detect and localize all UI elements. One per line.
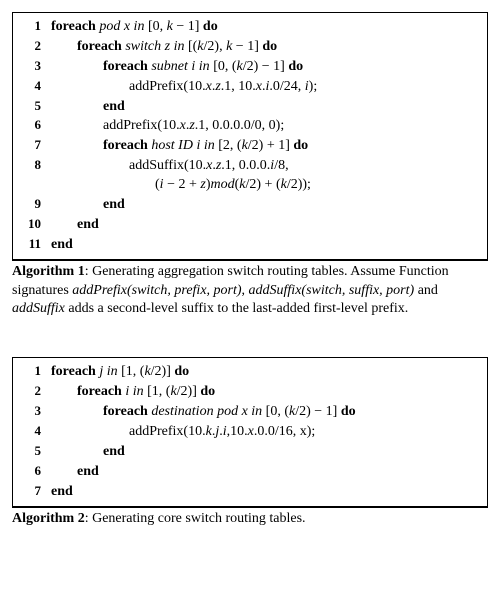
code-text: foreach subnet i in [0, (k/2) − 1] do (51, 58, 481, 77)
algorithm-1-caption-label: Algorithm 1 (12, 264, 85, 279)
algorithm-1-caption: Algorithm 1: Generating aggregation swit… (12, 260, 488, 320)
code-text: addPrefix(10.x.z.1, 0.0.0.0/0, 0); (51, 117, 481, 136)
line-number: 6 (19, 462, 51, 480)
code-text: foreach i in [1, (k/2)] do (51, 383, 481, 402)
algorithm-1-line: 7foreach host ID i in [2, (k/2) + 1] do (19, 136, 481, 156)
algorithm-2-line: 4addPrefix(10.k.j.i,10.x.0.0/16, x); (19, 422, 481, 442)
line-number: 1 (19, 362, 51, 380)
code-text: end (51, 443, 481, 462)
code-text: end (51, 236, 481, 255)
code-text: end (51, 196, 481, 215)
line-number: 4 (19, 422, 51, 440)
algorithm-2-line: 1foreach j in [1, (k/2)] do (19, 362, 481, 382)
algorithm-2-line: 7end (19, 482, 481, 502)
algorithm-1-line: 5end (19, 97, 481, 117)
line-number: 3 (19, 57, 51, 75)
algorithm-1-line: (i − 2 + z)mod(k/2) + (k/2)); (19, 176, 481, 195)
algorithm-1-block: 1foreach pod x in [0, k − 1] do2foreach … (12, 12, 488, 319)
algorithm-1-line: 11end (19, 235, 481, 255)
line-number: 2 (19, 37, 51, 55)
algorithm-1-line: 2foreach switch z in [(k/2), k − 1] do (19, 37, 481, 57)
algorithm-2-line: 2foreach i in [1, (k/2)] do (19, 382, 481, 402)
algorithm-2-caption-label: Algorithm 2 (12, 511, 85, 526)
code-text: end (51, 98, 481, 117)
line-number: 7 (19, 136, 51, 154)
line-number: 9 (19, 195, 51, 213)
algorithm-1-line: 10end (19, 215, 481, 235)
line-number: 7 (19, 482, 51, 500)
line-number: 5 (19, 442, 51, 460)
line-number: 4 (19, 77, 51, 95)
code-text: foreach pod x in [0, k − 1] do (51, 18, 481, 37)
algorithm-1-line: 8addSuffix(10.x.z.1, 0.0.0.i/8, (19, 156, 481, 176)
algorithm-1-line: 9end (19, 195, 481, 215)
algorithm-1-line: 3foreach subnet i in [0, (k/2) − 1] do (19, 57, 481, 77)
algorithm-1-line: 1foreach pod x in [0, k − 1] do (19, 17, 481, 37)
code-text: addSuffix(10.x.z.1, 0.0.0.i/8, (51, 157, 481, 176)
line-number: 2 (19, 382, 51, 400)
code-text: (i − 2 + z)mod(k/2) + (k/2)); (51, 176, 481, 195)
algorithm-2-caption-text: : Generating core switch routing tables. (85, 511, 306, 526)
line-number: 1 (19, 17, 51, 35)
code-text: end (51, 216, 481, 235)
code-text: end (51, 483, 481, 502)
line-number: 10 (19, 215, 51, 233)
algorithm-1-code-box: 1foreach pod x in [0, k − 1] do2foreach … (12, 12, 488, 260)
line-number: 3 (19, 402, 51, 420)
code-text: end (51, 463, 481, 482)
code-text: foreach switch z in [(k/2), k − 1] do (51, 38, 481, 57)
code-text: foreach host ID i in [2, (k/2) + 1] do (51, 137, 481, 156)
code-text: foreach destination pod x in [0, (k/2) −… (51, 403, 481, 422)
algorithm-1-line: 6addPrefix(10.x.z.1, 0.0.0.0/0, 0); (19, 116, 481, 136)
line-number: 5 (19, 97, 51, 115)
code-text: addPrefix(10.k.j.i,10.x.0.0/16, x); (51, 423, 481, 442)
algorithm-2-caption: Algorithm 2: Generating core switch rout… (12, 507, 488, 529)
algorithm-2-block: 1foreach j in [1, (k/2)] do2foreach i in… (12, 357, 488, 528)
algorithm-2-line: 6end (19, 462, 481, 482)
algorithm-2-line: 3foreach destination pod x in [0, (k/2) … (19, 402, 481, 422)
code-text: addPrefix(10.x.z.1, 10.x.i.0/24, i); (51, 78, 481, 97)
algorithm-2-line: 5end (19, 442, 481, 462)
algorithm-1-line: 4addPrefix(10.x.z.1, 10.x.i.0/24, i); (19, 77, 481, 97)
code-text: foreach j in [1, (k/2)] do (51, 363, 481, 382)
line-number: 6 (19, 116, 51, 134)
line-number: 11 (19, 235, 51, 253)
line-number: 8 (19, 156, 51, 174)
algorithm-2-code-box: 1foreach j in [1, (k/2)] do2foreach i in… (12, 357, 488, 506)
